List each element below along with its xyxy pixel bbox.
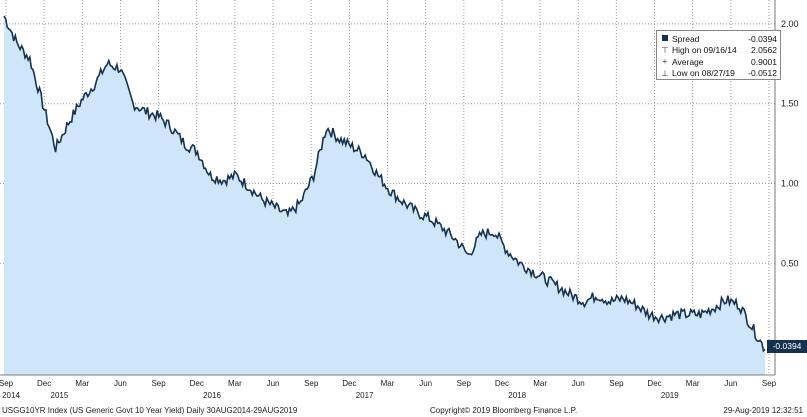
y-axis-ticks: 2.00 1.50 1.00 0.50 <box>781 19 799 268</box>
x-tick-label: Dec <box>37 379 51 388</box>
x-tick-label: Sep <box>151 379 166 388</box>
x-year-label: 2014 <box>2 391 20 400</box>
high-marker-icon: ⊤ <box>661 45 669 55</box>
series-line-spread <box>3 15 766 353</box>
x-tick-label: Mar <box>686 379 700 388</box>
x-tick-label: Jun <box>419 379 432 388</box>
average-marker-icon: + <box>662 57 668 67</box>
x-year-label: 2015 <box>51 391 69 400</box>
y-tick-label: 1.50 <box>781 99 799 109</box>
legend-label: Spread <box>672 33 700 44</box>
legend-row-low: ⊥ Low on 08/27/19 -0.0512 <box>660 68 777 80</box>
x-tick-label: Mar <box>381 379 395 388</box>
legend-row-spread: Spread -0.0394 <box>660 33 777 45</box>
legend-value: -0.0394 <box>748 33 777 44</box>
square-icon <box>660 34 670 43</box>
x-tick-label: Sep <box>762 379 777 388</box>
x-tick-label: Sep <box>0 379 14 388</box>
legend-label: High on 09/16/14 <box>672 45 737 56</box>
series-area-spread <box>4 16 765 375</box>
x-year-label: 2016 <box>203 391 221 400</box>
x-tick-label: Dec <box>647 379 661 388</box>
x-tick-label: Dec <box>495 379 509 388</box>
x-tick-label: Jun <box>572 379 585 388</box>
x-tick-label: Jun <box>267 379 280 388</box>
x-axis-year-labels: 2014 2015 2016 2017 2018 2019 <box>2 391 679 400</box>
legend-label: Low on 08/27/19 <box>672 68 735 79</box>
x-tick-label: Mar <box>533 379 547 388</box>
x-tick-label: Mar <box>228 379 242 388</box>
last-value-badge: -0.0394 <box>767 340 807 353</box>
legend-row-high: ⊤ High on 09/16/14 2.0562 <box>660 45 777 57</box>
footer-security-description: USGG10YR Index (US Generic Govt 10 Year … <box>2 406 298 415</box>
legend-value: 0.9001 <box>751 56 777 67</box>
legend[interactable]: Spread -0.0394 ⊤ High on 09/16/14 2.0562… <box>656 30 781 80</box>
x-year-label: 2017 <box>356 391 374 400</box>
x-year-label: 2018 <box>508 391 526 400</box>
x-tick-label: Jun <box>114 379 127 388</box>
x-axis-ticks: Sep Dec Mar Jun Sep Dec Mar Jun Sep Dec Mar Jun Sep D… <box>0 379 777 388</box>
y-tick-label: 0.50 <box>781 258 799 268</box>
x-tick-label: Dec <box>342 379 356 388</box>
footer-copyright: Copyright© 2019 Bloomberg Finance L.P. <box>430 406 578 415</box>
x-year-label: 2019 <box>661 391 679 400</box>
legend-value: 2.0562 <box>751 45 777 56</box>
x-tick-label: Dec <box>190 379 204 388</box>
legend-value: -0.0512 <box>748 68 777 79</box>
legend-row-average: + Average 0.9001 <box>660 56 777 68</box>
x-tick-label: Sep <box>457 379 472 388</box>
x-tick-label: Sep <box>609 379 624 388</box>
x-tick-label: Sep <box>304 379 319 388</box>
legend-label: Average <box>672 56 704 67</box>
x-tick-label: Mar <box>75 379 89 388</box>
y-tick-label: 1.00 <box>781 179 799 189</box>
y-tick-label: 2.00 <box>781 19 799 29</box>
footer-timestamp: 29-Aug-2019 12:32:51 <box>723 406 803 415</box>
low-marker-icon: ⊥ <box>661 68 669 78</box>
x-tick-label: Jun <box>724 379 737 388</box>
